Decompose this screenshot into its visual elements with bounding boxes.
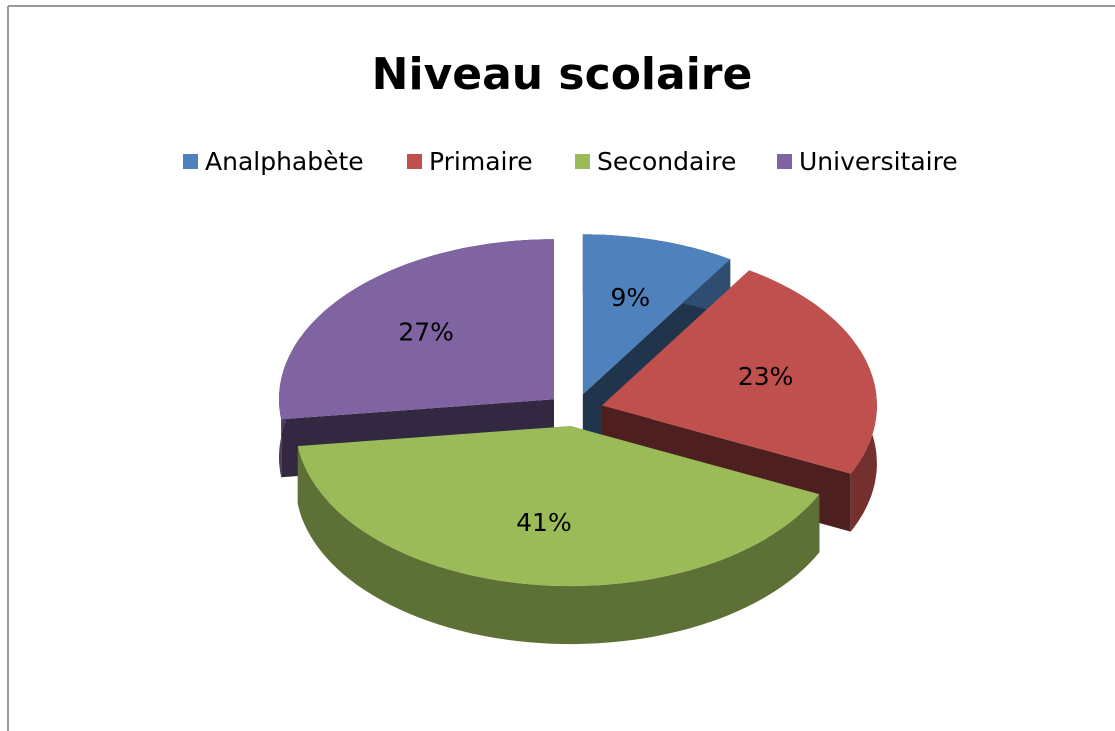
legend-label: Primaire bbox=[429, 147, 533, 176]
slice bbox=[297, 426, 820, 587]
data-label: 41% bbox=[516, 508, 572, 537]
slice-side bbox=[297, 446, 820, 645]
chart-title: Niveau scolaire bbox=[372, 49, 753, 100]
legend-swatch bbox=[183, 154, 198, 169]
data-label: 23% bbox=[738, 362, 794, 391]
slice bbox=[582, 234, 731, 395]
legend-label: Analphabète bbox=[205, 147, 364, 176]
legend-label: Secondaire bbox=[597, 147, 736, 176]
data-label: 9% bbox=[611, 283, 651, 312]
slice bbox=[601, 270, 877, 474]
slice bbox=[279, 239, 554, 420]
data-label: 27% bbox=[398, 318, 454, 347]
legend-label: Universitaire bbox=[799, 147, 958, 176]
legend-swatch bbox=[575, 154, 590, 169]
legend-swatch bbox=[407, 154, 422, 169]
legend-swatch bbox=[777, 154, 792, 169]
